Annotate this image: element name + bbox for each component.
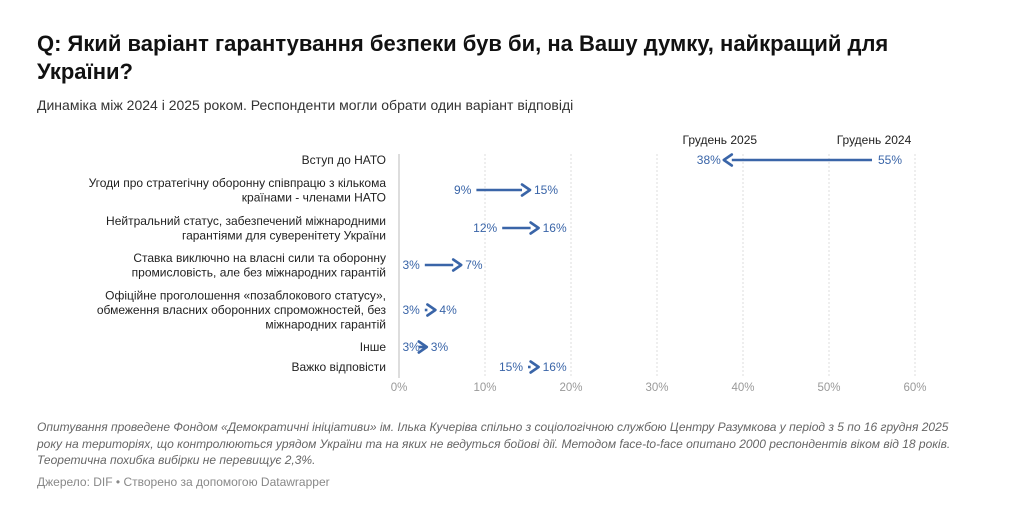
chart-subtitle: Динаміка між 2024 і 2025 роком. Респонде… <box>37 97 574 113</box>
category-label: Інше <box>360 340 387 354</box>
arrow <box>424 303 437 317</box>
category-label: Важко відповісти <box>291 360 386 374</box>
category-label: промисловість, але без міжнародних гаран… <box>132 265 386 279</box>
arrow <box>528 360 540 374</box>
column-headers: Грудень 2025 Грудень 2024 <box>683 133 912 147</box>
arrow-head <box>451 258 463 272</box>
arrow-head <box>426 303 437 317</box>
x-tick-label: 50% <box>817 382 840 394</box>
category-label: Нейтральний статус, забезпечений міжнаро… <box>106 214 386 228</box>
value-label-2025: 4% <box>439 303 457 317</box>
arrow <box>722 153 872 167</box>
value-label-2024: 3% <box>402 258 420 272</box>
header-label-2024: Грудень 2024 <box>837 133 912 147</box>
value-label-2024: 55% <box>878 153 902 167</box>
x-tick-label: 40% <box>731 382 754 394</box>
value-label-2025: 16% <box>543 360 567 374</box>
header-label-2025: Грудень 2025 <box>683 133 758 147</box>
value-label-2024: 9% <box>454 183 472 197</box>
x-tick-label: 20% <box>559 382 582 394</box>
value-labels: 38% 55% 9% 15% 12% 16% 3% 7% 3% 4% 3% 3% 15% 16% <box>402 153 902 374</box>
category-label: міжнародних гарантій <box>265 318 386 332</box>
arrow <box>424 258 463 272</box>
x-tick-label: 0% <box>391 382 408 394</box>
arrow-head <box>722 153 734 167</box>
category-label: гарантіями для суверенітету України <box>182 228 386 242</box>
value-label-2025: 38% <box>697 153 721 167</box>
category-labels: Вступ до НАТО Угоди про стратегічну оборо… <box>89 153 387 374</box>
value-label-2025: 16% <box>543 221 567 235</box>
x-tick-label: 10% <box>473 382 496 394</box>
value-label-2024: 3% <box>402 303 420 317</box>
arrow-head <box>520 183 532 197</box>
x-tick-label: 60% <box>903 382 926 394</box>
x-tick-label: 30% <box>645 382 668 394</box>
grid-lines <box>398 154 916 378</box>
category-label: Офіційне проголошення «позаблокового ста… <box>105 289 386 303</box>
x-axis-ticks: 0% 10% 20% 30% 40% 50% 60% <box>391 382 927 394</box>
source-credit: Джерело: DIF • Створено за допомогою Dat… <box>37 475 330 489</box>
category-label: Ставка виключно на власні сили та оборон… <box>133 251 386 265</box>
category-label: Угоди про стратегічну оборонну співпрацю… <box>89 176 387 190</box>
value-label-2025: 7% <box>465 258 483 272</box>
arrow <box>502 221 540 235</box>
arrow-chart: 0% 10% 20% 30% 40% 50% 60% Грудень 2025 Грудень… <box>89 133 927 394</box>
arrow-head <box>417 340 429 354</box>
category-label: Вступ до НАТО <box>302 153 386 167</box>
arrow <box>476 183 532 197</box>
arrow <box>417 340 429 354</box>
arrows <box>417 153 872 374</box>
arrow-head <box>529 221 540 235</box>
value-label-2024: 12% <box>473 221 497 235</box>
arrow-head <box>529 360 540 374</box>
category-label: країнами - членами НАТО <box>242 190 386 204</box>
value-label-2025: 15% <box>534 183 558 197</box>
methodology-note: Опитування проведене Фондом «Демократичн… <box>37 420 951 467</box>
value-label-2025: 3% <box>431 340 449 354</box>
value-label-2024: 15% <box>499 360 523 374</box>
category-label: обмеження власних оборонних спроможносте… <box>97 303 387 317</box>
chart-title: Q: Який варіант гарантування безпеки був… <box>37 31 889 84</box>
value-label-2024: 3% <box>402 340 420 354</box>
